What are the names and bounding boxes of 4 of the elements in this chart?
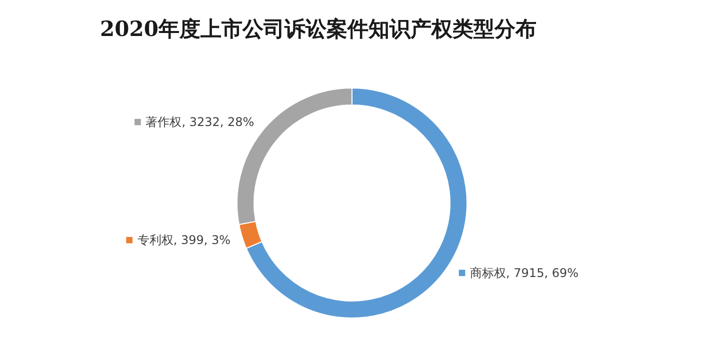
legend-label: 专利权, 399, 3%	[137, 233, 231, 248]
chart-title: 2020年度上市公司诉讼案件知识产权类型分布	[100, 16, 536, 41]
legend-label: 商标权, 7915, 69%	[470, 266, 579, 280]
legend-label: 著作权, 3232, 28%	[146, 115, 254, 130]
